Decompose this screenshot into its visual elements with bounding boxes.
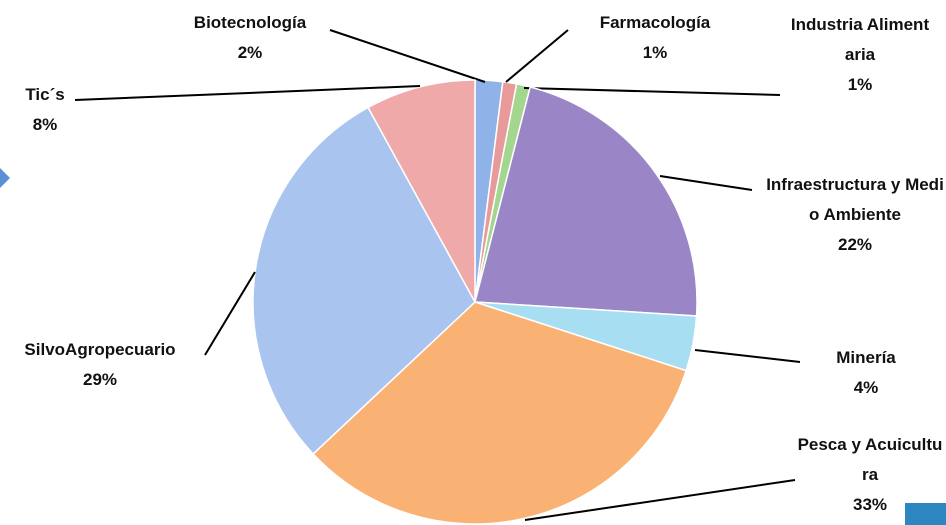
decor-arrow (0, 168, 10, 188)
value-label: 1% (847, 75, 873, 94)
category-name: Tic´s (25, 85, 65, 104)
slice-label: Pesca y Acuicultura 33% (795, 430, 945, 520)
leader-line (694, 349, 801, 363)
leader-line (524, 479, 796, 521)
leader-line (204, 271, 256, 356)
slice-label: Industria Alimentaria 1% (790, 10, 930, 100)
value-label: 1% (642, 43, 668, 62)
leader-line (505, 29, 569, 83)
category-name: Minería (836, 348, 896, 367)
slice-label: Minería 4% (816, 343, 916, 403)
leader-line (523, 87, 781, 96)
leader-line (74, 85, 421, 101)
category-name: Infraestructura y Medio Ambiente (766, 175, 944, 224)
pie-slice (312, 301, 688, 525)
value-label: 2% (237, 43, 263, 62)
category-name: Pesca y Acuicultura (797, 435, 943, 484)
slice-label: Farmacología 1% (580, 8, 730, 68)
leader-line (329, 29, 486, 83)
slice-label: Tic´s 8% (5, 80, 85, 140)
category-name: SilvoAgropecuario (24, 340, 176, 359)
category-name: Industria Alimentaria (790, 15, 930, 64)
pie-slice (252, 106, 476, 456)
value-label: 33% (852, 495, 888, 514)
category-name: Farmacología (599, 13, 711, 32)
value-label: 4% (853, 378, 879, 397)
decor-box (905, 503, 946, 525)
value-label: 22% (837, 235, 873, 254)
slice-label: Biotecnología 2% (165, 8, 335, 68)
category-name: Biotecnología (193, 13, 307, 32)
value-label: 29% (82, 370, 118, 389)
pie-slice (367, 79, 476, 303)
value-label: 8% (32, 115, 58, 134)
slice-label: SilvoAgropecuario 29% (15, 335, 185, 395)
slice-label: Infraestructura y Medio Ambiente 22% (765, 170, 945, 260)
leader-line (659, 175, 753, 191)
pie-slice (474, 86, 698, 317)
